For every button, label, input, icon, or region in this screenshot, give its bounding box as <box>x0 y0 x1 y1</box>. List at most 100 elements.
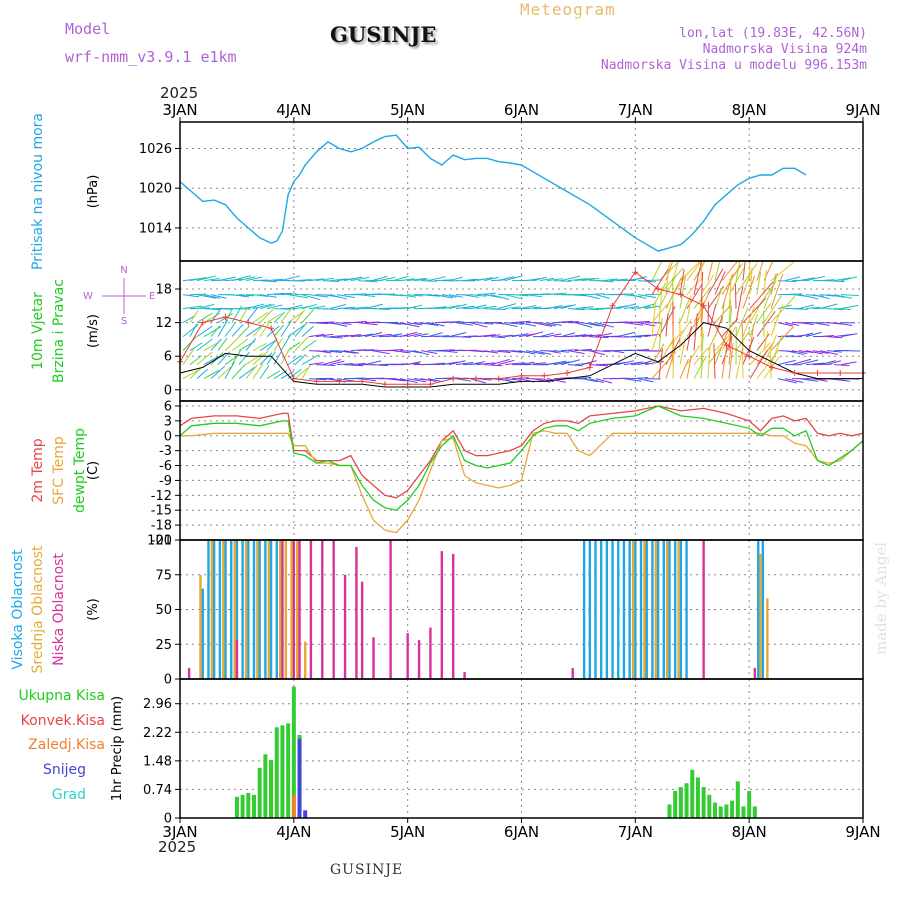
precipitation-bar-total <box>741 806 746 818</box>
wind-arrow <box>511 377 529 380</box>
wind-arrow <box>770 304 784 337</box>
wind-arrow <box>490 308 507 311</box>
precipitation-bar-total <box>747 790 752 818</box>
wind-arrow <box>406 304 423 310</box>
wind-arrow <box>259 320 271 337</box>
y-tick-label: 0 <box>164 429 172 444</box>
wind-arrow <box>833 322 853 326</box>
clouds-bar-high <box>617 540 620 679</box>
wind-arrow <box>497 303 517 310</box>
time-tick-bottom: 7JAN <box>618 823 653 841</box>
wind-arrow <box>826 308 844 311</box>
wind-arrow <box>217 276 236 282</box>
wind-arrow <box>756 261 764 281</box>
clouds-bar-low <box>452 553 455 679</box>
wind-arrow <box>476 277 493 282</box>
wind-arrow <box>791 350 808 354</box>
wind-arrow <box>700 333 704 365</box>
wind-arrow <box>735 262 758 295</box>
wind-arrow <box>567 294 588 297</box>
clouds-bar-high <box>582 540 586 679</box>
wind-arrow <box>812 294 830 300</box>
wind-arrow <box>679 358 689 379</box>
wind-arrow <box>476 362 495 366</box>
wind-arrow <box>469 294 487 297</box>
wind-arrow <box>546 350 561 354</box>
wind-arrow <box>756 271 762 295</box>
wind-arrow <box>203 326 222 338</box>
clouds-bar-mid <box>278 540 282 679</box>
wind-arrow <box>434 294 453 299</box>
wind-arrow <box>532 276 548 282</box>
wind-arrow <box>182 305 203 310</box>
coordinates: lon,lat (19.83E, 42.56N) <box>679 26 867 41</box>
wind-arrow <box>217 319 229 337</box>
clouds-bar-mid <box>199 574 202 679</box>
clouds-bar-mid <box>233 540 236 679</box>
wind-arrow <box>343 364 364 367</box>
wind-arrow <box>350 306 368 310</box>
wind-arrow <box>350 362 366 366</box>
wind-arrow <box>455 322 473 326</box>
clouds-bar-mid <box>304 641 307 679</box>
wind-arrow <box>238 294 254 297</box>
precipitation-bar-total <box>718 806 723 818</box>
wind-arrow <box>469 304 487 310</box>
gust-marker <box>450 375 457 382</box>
wind-arrow <box>301 294 321 301</box>
wind-arrow <box>399 294 417 298</box>
clouds-bar-high <box>673 540 677 679</box>
wind-arrow <box>224 322 236 337</box>
clouds-bar-high <box>622 540 626 679</box>
clouds-bar-mid <box>296 540 299 679</box>
precipitation-bar-total <box>695 777 700 818</box>
wind-arrow <box>588 336 609 339</box>
wind-arrow <box>798 322 814 326</box>
wind-arrow <box>196 325 213 338</box>
wind-arrow <box>546 292 567 296</box>
wind-arrow <box>574 306 594 310</box>
wind-arrow <box>812 322 830 326</box>
side-label: Brzina i Pravac <box>51 279 67 383</box>
wind-arrow <box>196 368 209 379</box>
gust-marker <box>404 381 411 388</box>
legend-entry: Grad <box>52 787 86 803</box>
wind-arrow <box>357 294 376 298</box>
wind-arrow <box>252 343 267 352</box>
wind-arrow <box>532 322 553 327</box>
wind-arrow <box>546 322 562 326</box>
gust-marker <box>837 370 844 376</box>
clouds-bar-high <box>212 540 216 679</box>
wind-arrow <box>217 337 228 351</box>
wind-arrow <box>385 378 406 382</box>
wind-arrow <box>406 332 422 338</box>
model-name: wrf-nmm_v3.9.1 e1km <box>65 48 237 66</box>
clouds-bar-high <box>679 540 683 679</box>
wind-arrow <box>840 276 858 282</box>
wind-arrow <box>476 305 497 310</box>
y-tick-label: 1026 <box>139 142 172 157</box>
wind-arrow <box>385 322 402 325</box>
wind-arrow <box>602 278 618 282</box>
y-tick-label: 6 <box>164 399 172 414</box>
clouds-bar-low <box>360 581 364 679</box>
wind-arrow <box>560 359 581 366</box>
wind-arrow <box>308 362 324 366</box>
wind-arrow <box>308 322 328 325</box>
time-tick-bottom: 8JAN <box>732 823 767 841</box>
wind-arrow <box>189 323 198 337</box>
wind-arrow <box>252 294 269 297</box>
wind-arrow <box>343 276 363 282</box>
wind-arrow <box>182 294 200 298</box>
wind-arrow <box>756 311 776 337</box>
wind-arrow <box>322 308 338 311</box>
wind-arrow <box>189 368 202 379</box>
wind-arrow <box>525 362 546 366</box>
wind-arrow <box>798 378 819 382</box>
wind-arrow <box>280 307 293 323</box>
gust-marker <box>723 342 730 348</box>
y-tick-label: -9 <box>159 474 172 489</box>
wind-arrow <box>273 351 282 365</box>
wind-arrow <box>189 276 207 282</box>
